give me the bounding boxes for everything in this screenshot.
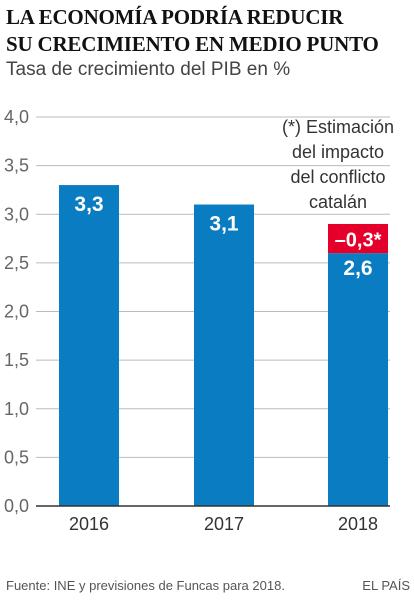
annotation-line: (*) Estimación	[282, 117, 394, 137]
y-tick-label: 0,0	[4, 496, 29, 516]
title-line-2: su crecimiento en medio punto	[6, 32, 379, 56]
bar	[328, 253, 388, 506]
y-tick-label: 1,5	[4, 350, 29, 370]
y-tick-label: 0,5	[4, 447, 29, 467]
chart-title: La economía podría reducir su crecimient…	[6, 4, 410, 58]
chart-subtitle: Tasa de crecimiento del PIB en %	[6, 59, 291, 80]
x-tick-label: 2017	[204, 514, 244, 534]
brand-label: EL PAÍS	[362, 578, 410, 593]
y-tick-label: 3,5	[4, 156, 29, 176]
source-note: Fuente: INE y previsiones de Funcas para…	[6, 578, 285, 593]
annotation-line: del impacto	[292, 142, 384, 162]
annotation-line: catalán	[309, 192, 367, 212]
bar-chart: 0,0 0,5 1,0 1,5 2,0 2,5 3,0 3,5 4,0 3,3 2016 3,1 201…	[4, 107, 394, 534]
bar-value-label: 2,6	[343, 257, 372, 280]
x-tick-label: 2016	[69, 514, 109, 534]
bar-value-label: 3,1	[209, 213, 239, 236]
y-tick-label: 2,0	[4, 302, 29, 322]
bar	[194, 204, 254, 506]
title-line-1: La economía podría reducir	[6, 5, 344, 29]
annotation-line: del conflicto	[290, 167, 385, 187]
y-tick-label: 4,0	[4, 107, 29, 127]
impact-bar-segment	[328, 223, 388, 254]
y-tick-label: 2,5	[4, 253, 29, 273]
bar	[59, 185, 119, 506]
y-tick-label: 1,0	[4, 399, 29, 419]
bar-value-label: 3,3	[74, 193, 103, 216]
impact-value-label: –0,3*	[335, 230, 382, 252]
x-tick-label: 2018	[338, 514, 378, 534]
y-tick-label: 3,0	[4, 204, 29, 224]
